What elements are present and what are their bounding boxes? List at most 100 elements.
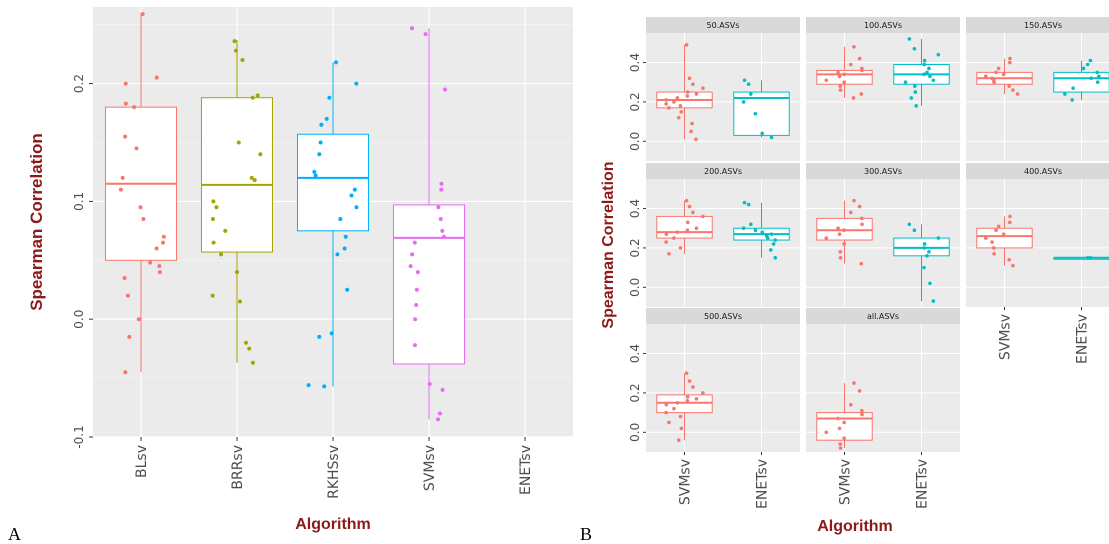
- facet-400-asvs: 400.ASVs: [966, 163, 1109, 307]
- facet-enetsv-point: [769, 232, 774, 236]
- panel-a-y-ticks: -0.1 0.0 0.1 0.2: [72, 74, 93, 449]
- facet-enetsv-point: [1089, 76, 1094, 81]
- facet-title: 100.ASVs: [864, 21, 902, 30]
- facet-enetsv-point: [742, 200, 747, 205]
- panel-a-rkhssv-point: [354, 81, 359, 86]
- panel-a-svmsv-point: [437, 411, 442, 416]
- panel-a-svmsv-point: [414, 303, 419, 308]
- panel-a-x-tick-label: BLsv: [134, 445, 150, 478]
- facet-x-tick-label: SVMsv: [678, 459, 694, 505]
- facet-enetsv-point: [914, 104, 919, 108]
- facet-svmsv-point: [860, 412, 864, 417]
- facet-enetsv-point: [913, 84, 917, 88]
- facet-enetsv-point: [936, 52, 941, 57]
- panel-a-brrsv-point: [210, 217, 215, 222]
- panel-a-brrsv-point: [232, 39, 237, 44]
- panel-a-svmsv-point: [410, 26, 415, 31]
- panel-a-blsv-point: [154, 75, 159, 80]
- facet-svmsv-point: [701, 214, 705, 219]
- facet-svmsv-point: [1008, 214, 1012, 219]
- facet-svmsv-point: [848, 210, 853, 215]
- panel-a-blsv-point: [140, 12, 145, 17]
- facet-svmsv-point: [685, 228, 690, 232]
- facet-svmsv-point: [859, 92, 864, 96]
- panel-a-y-tick-label: 0.2: [72, 74, 86, 93]
- panel-a-y-tick-label: 0.0: [72, 310, 86, 329]
- panel-a-rkhssv-point: [342, 246, 347, 251]
- panel-a-blsv-point: [141, 217, 146, 222]
- facet-strip: [966, 17, 1109, 33]
- facet-svmsv-point: [685, 94, 690, 98]
- facet-svmsv-point: [859, 261, 864, 266]
- facet-strip: [806, 308, 960, 324]
- facet-strip: [646, 163, 800, 179]
- facet-enetsv-point: [773, 238, 778, 242]
- panel-a-x-tick-label: ENETsv: [518, 445, 534, 495]
- facet-enetsv-point: [909, 96, 914, 100]
- facet-svmsv-point: [994, 70, 998, 75]
- facet-svmsv-point: [679, 109, 684, 114]
- panel-a-blsv-point: [127, 334, 132, 339]
- panel-a-y-tick-label: 0.1: [72, 192, 86, 211]
- facet-svmsv-point: [992, 80, 996, 85]
- facet-svmsv-point: [842, 80, 846, 85]
- facet-svmsv-point: [838, 446, 843, 450]
- facet-svmsv-point: [685, 395, 690, 399]
- panel-a-brrsv-box: [200, 97, 274, 253]
- facet-svmsv-point: [857, 56, 862, 61]
- facet-x-tick-label: SVMsv: [998, 314, 1014, 360]
- facet-svmsv-point: [860, 222, 864, 227]
- panel-a-brrsv-point: [243, 340, 248, 345]
- facet-enetsv-point: [765, 236, 770, 240]
- facet-100-asvs: 100.ASVs: [806, 17, 960, 161]
- facet-svmsv-point: [691, 82, 695, 86]
- facet-svmsv-point: [1015, 92, 1020, 96]
- facet-strip: [646, 17, 800, 33]
- facet-svmsv-point: [667, 420, 671, 425]
- facet-strip: [646, 308, 800, 324]
- facet-enetsv-box: [1053, 71, 1109, 93]
- facet-svmsv-point: [664, 98, 669, 102]
- panel-a-svmsv-point: [413, 317, 418, 322]
- facet-enetsv-point: [753, 111, 758, 116]
- panel-a-svmsv-point: [408, 264, 413, 269]
- panel-a-blsv-point: [123, 101, 128, 106]
- panel-b-y-axis-label: Spearman Correlation: [600, 161, 617, 328]
- facet-svmsv-point: [842, 72, 846, 77]
- facet-enetsv-point: [773, 255, 778, 260]
- panel-a-blsv-point: [123, 134, 128, 139]
- facet-enetsv-point: [931, 299, 936, 303]
- facet-enetsv-point: [903, 80, 908, 85]
- panel-a-blsv-point: [136, 317, 141, 322]
- facet-x-tick-label: ENETsv: [1075, 314, 1091, 364]
- facet-svmsv-point: [701, 391, 705, 395]
- facet-svmsv-point: [838, 250, 843, 254]
- panel-a-rkhssv-point: [306, 383, 311, 388]
- facet-plot-background: [966, 33, 1109, 161]
- panel-a-rkhssv-point: [343, 234, 348, 239]
- panel-a-rkhssv-point: [354, 205, 359, 210]
- facet-svmsv-point: [1007, 84, 1011, 88]
- facet-svmsv-point: [678, 246, 683, 250]
- panel-a-blsv-point: [125, 293, 130, 298]
- facet-200-asvs: 200.ASVs 0.0 0.2 0.4: [628, 163, 800, 307]
- panel-a-rkhssv-point: [327, 95, 332, 100]
- facet-svmsv-point: [664, 402, 669, 407]
- facet-enetsv-point: [925, 254, 929, 258]
- panel-a-svmsv-point: [412, 240, 417, 245]
- facet-svmsv-point: [685, 90, 690, 94]
- panel-a-brrsv-point: [211, 199, 216, 204]
- panel-b-label: B: [580, 524, 592, 544]
- facet-x-tick-label: SVMsv: [838, 459, 854, 505]
- panel-a-rkhssv-point: [349, 193, 354, 198]
- facet-enetsv-point: [1088, 58, 1093, 63]
- facet-svmsv-point: [842, 420, 846, 425]
- facet-enetsv-point: [746, 82, 751, 86]
- panel-a-svmsv-point: [440, 387, 445, 392]
- panel-a-blsv-point: [154, 246, 159, 251]
- facet-svmsv-point: [672, 100, 676, 104]
- panel-a-rkhssv-point: [352, 187, 357, 192]
- facet-svmsv-point: [701, 86, 705, 90]
- panel-a-brrsv-point: [210, 293, 215, 298]
